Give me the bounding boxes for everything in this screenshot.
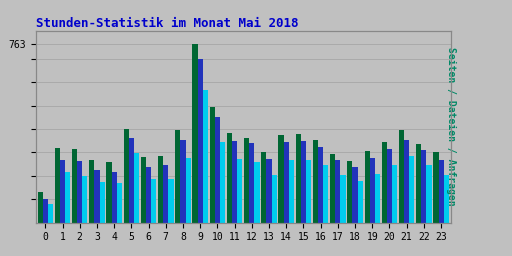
- Bar: [382, 142, 387, 223]
- Bar: [444, 175, 449, 223]
- Bar: [65, 172, 70, 223]
- Bar: [416, 144, 421, 223]
- Bar: [433, 153, 438, 223]
- Bar: [123, 129, 129, 223]
- Bar: [330, 154, 335, 223]
- Bar: [271, 175, 277, 223]
- Bar: [244, 138, 249, 223]
- Bar: [347, 161, 352, 223]
- Bar: [99, 182, 104, 223]
- Bar: [168, 179, 174, 223]
- Bar: [37, 192, 42, 223]
- Bar: [266, 159, 271, 223]
- Bar: [227, 133, 232, 223]
- Bar: [129, 138, 134, 223]
- Bar: [313, 140, 318, 223]
- Bar: [203, 90, 208, 223]
- Bar: [163, 165, 168, 223]
- Bar: [296, 134, 301, 223]
- Bar: [232, 141, 237, 223]
- Bar: [438, 160, 444, 223]
- Bar: [404, 140, 409, 223]
- Bar: [89, 159, 94, 223]
- Bar: [284, 142, 289, 223]
- Bar: [117, 183, 122, 223]
- Bar: [151, 179, 156, 223]
- Bar: [193, 44, 198, 223]
- Bar: [134, 153, 139, 223]
- Bar: [180, 140, 185, 223]
- Text: Stunden-Statistik im Monat Mai 2018: Stunden-Statistik im Monat Mai 2018: [36, 17, 298, 29]
- Bar: [198, 59, 203, 223]
- Bar: [77, 161, 82, 223]
- Bar: [409, 156, 414, 223]
- Bar: [215, 117, 220, 223]
- Bar: [48, 204, 53, 223]
- Bar: [94, 170, 99, 223]
- Bar: [335, 159, 340, 223]
- Bar: [375, 174, 380, 223]
- Bar: [146, 166, 151, 223]
- Bar: [392, 165, 397, 223]
- Bar: [220, 142, 225, 223]
- Bar: [237, 159, 242, 223]
- Bar: [249, 143, 254, 223]
- Bar: [141, 157, 146, 223]
- Bar: [82, 176, 88, 223]
- Bar: [72, 149, 77, 223]
- Bar: [55, 148, 60, 223]
- Bar: [370, 158, 375, 223]
- Bar: [365, 151, 370, 223]
- Bar: [323, 165, 328, 223]
- Bar: [358, 181, 363, 223]
- Bar: [279, 135, 284, 223]
- Bar: [399, 130, 404, 223]
- Bar: [185, 158, 190, 223]
- Bar: [289, 160, 294, 223]
- Bar: [209, 107, 215, 223]
- Bar: [254, 162, 260, 223]
- Bar: [306, 160, 311, 223]
- Bar: [112, 172, 117, 223]
- Bar: [301, 141, 306, 223]
- Bar: [426, 165, 432, 223]
- Bar: [175, 130, 180, 223]
- Bar: [421, 150, 426, 223]
- Bar: [60, 159, 65, 223]
- Bar: [387, 149, 392, 223]
- Bar: [318, 147, 323, 223]
- Bar: [352, 167, 358, 223]
- Bar: [42, 199, 48, 223]
- Y-axis label: Seiten / Dateien / Anfragen: Seiten / Dateien / Anfragen: [446, 47, 456, 206]
- Bar: [106, 162, 112, 223]
- Bar: [158, 156, 163, 223]
- Bar: [261, 153, 266, 223]
- Bar: [340, 175, 346, 223]
